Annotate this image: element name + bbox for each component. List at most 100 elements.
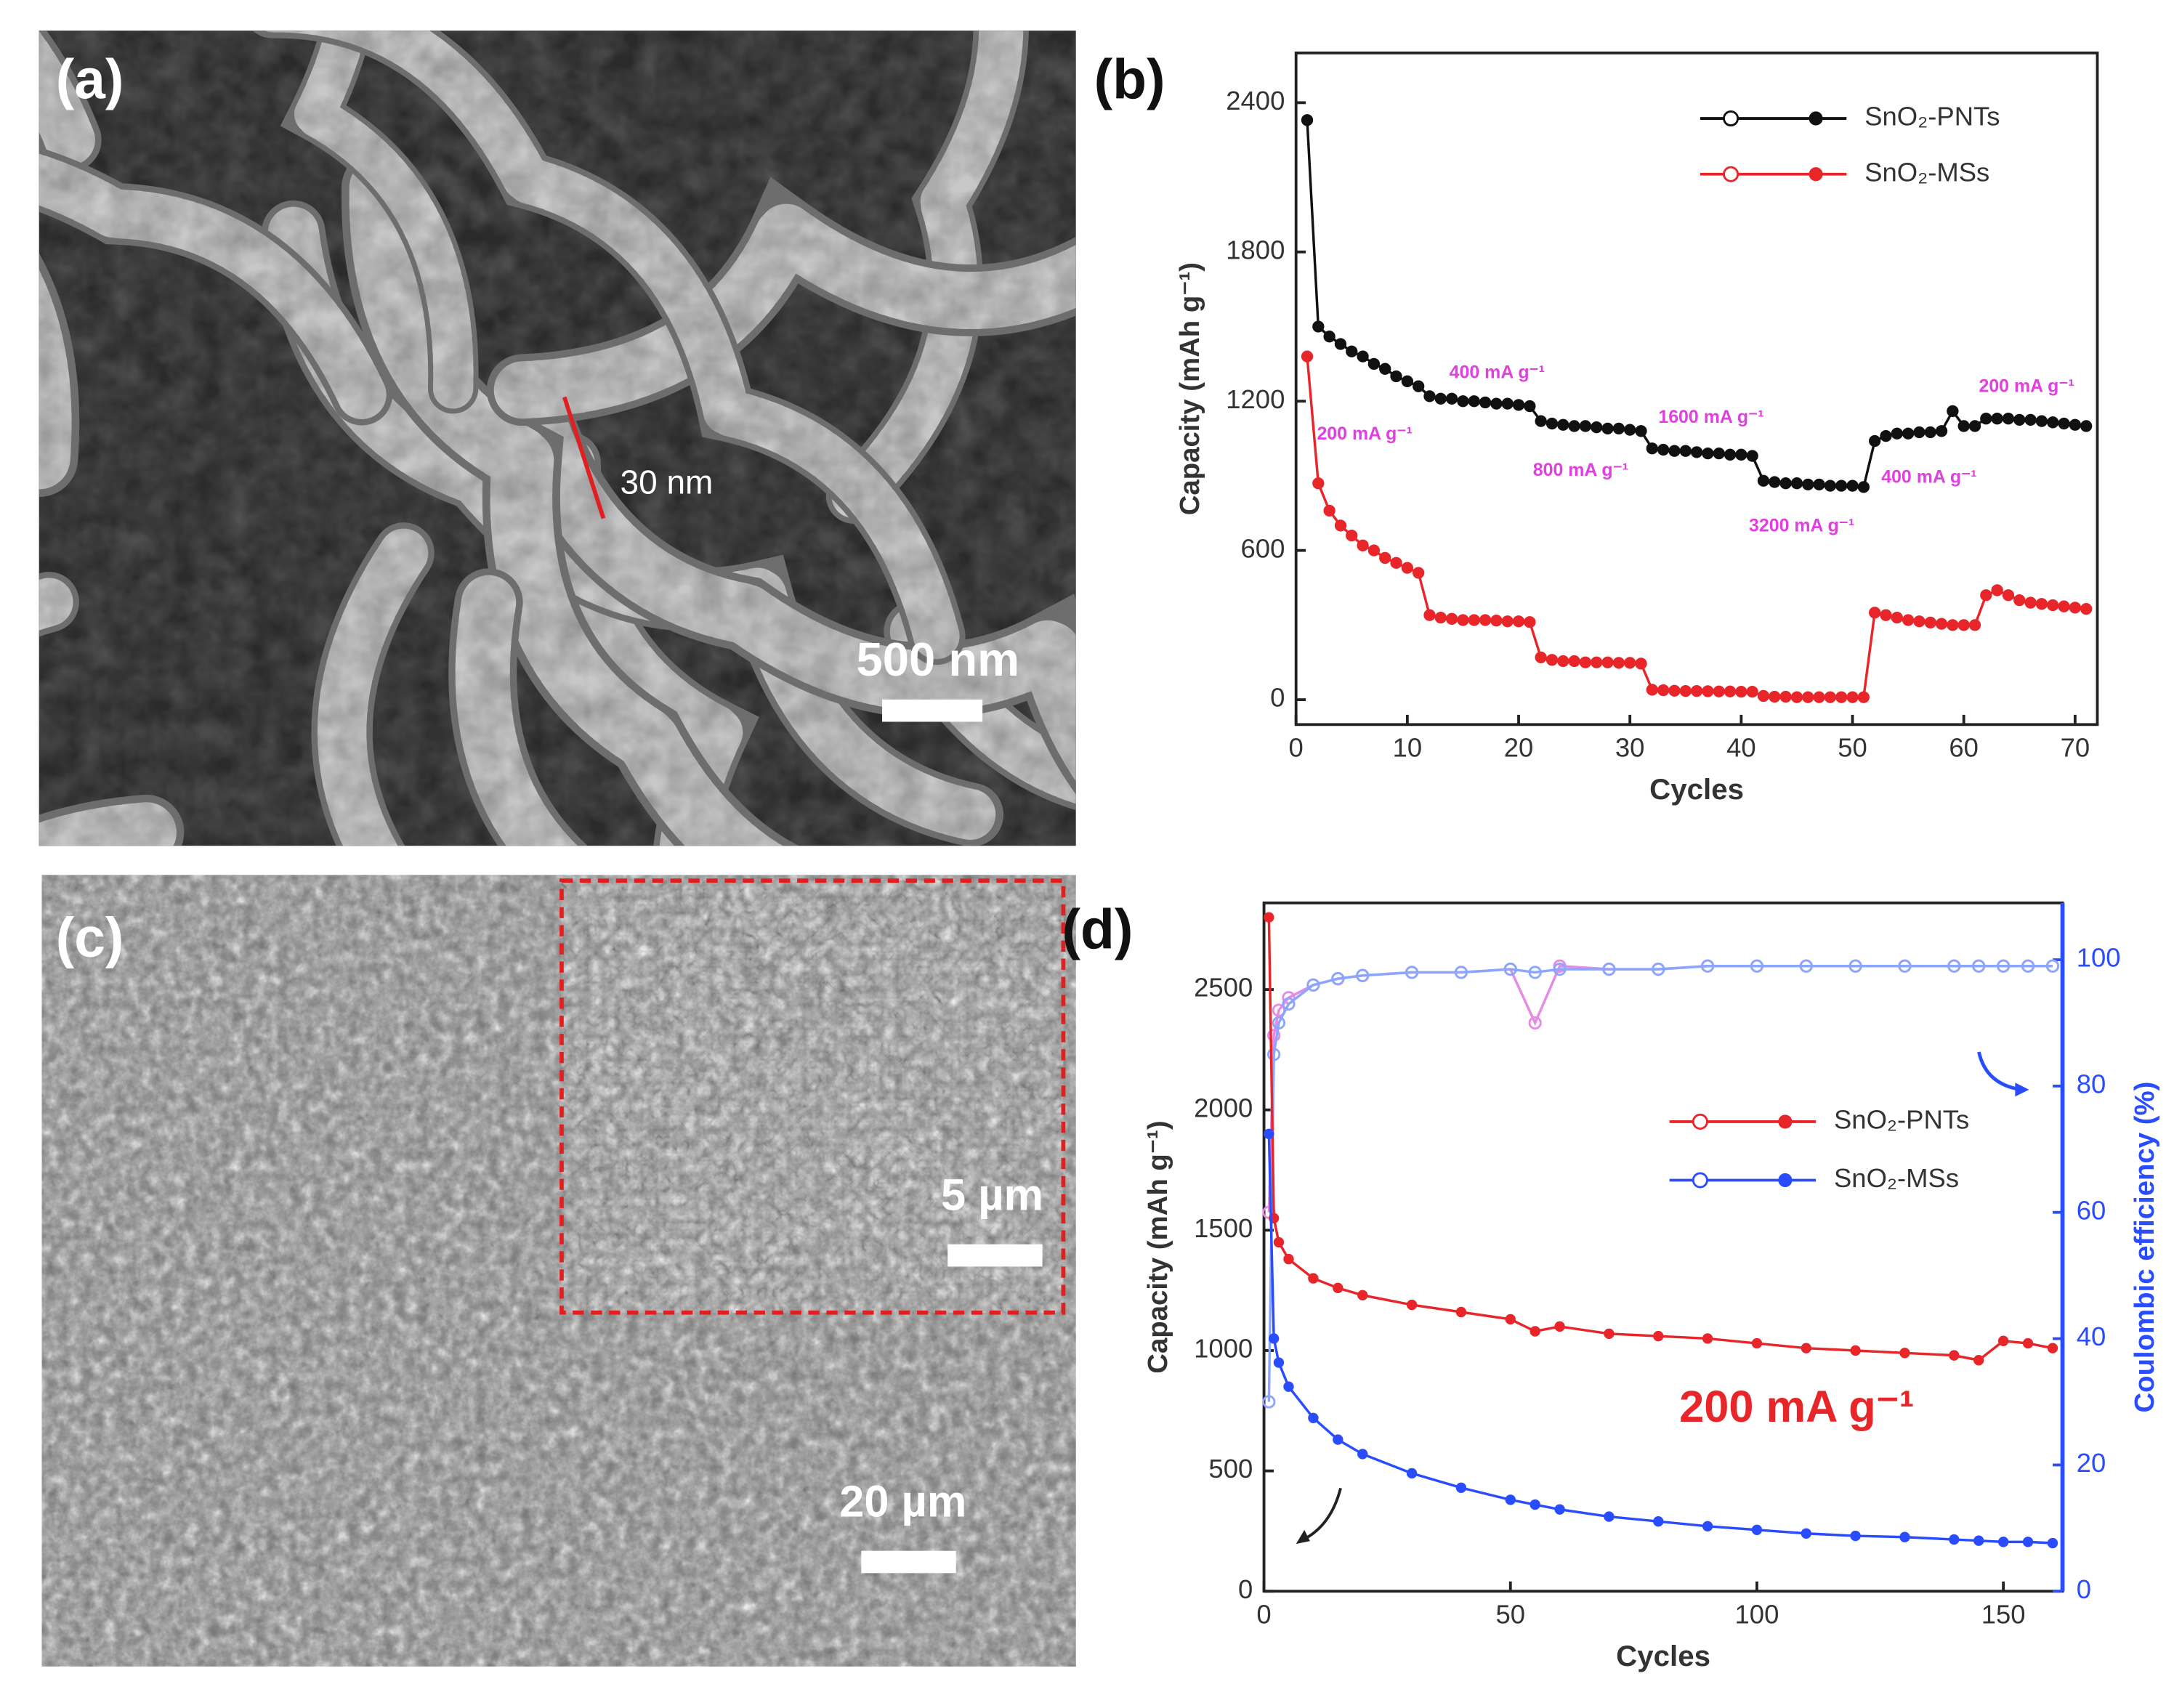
data-point — [1334, 519, 1347, 532]
data-point — [1468, 614, 1480, 626]
data-point — [1679, 445, 1692, 457]
data-point — [1264, 1128, 1274, 1140]
annotation: 200 mA g⁻¹ — [1317, 424, 1412, 444]
fiber-surface — [39, 270, 72, 490]
data-point — [1980, 589, 1992, 602]
data-point — [1323, 504, 1335, 517]
efficiency-point — [1898, 959, 1912, 973]
data-point — [1746, 685, 1758, 698]
data-point — [1579, 656, 1592, 668]
panel-label: (c) — [56, 907, 124, 969]
data-point — [1379, 551, 1391, 564]
data-point — [1468, 395, 1480, 408]
data-point — [1746, 450, 1758, 462]
y-tick-label: 600 — [1241, 533, 1285, 563]
data-point — [1679, 684, 1692, 697]
scale-bar-label: 500 nm — [856, 633, 1019, 686]
data-point — [1869, 607, 1881, 619]
data-point — [1997, 1537, 2009, 1547]
series-line — [1267, 917, 2053, 1362]
data-point — [1591, 656, 1603, 668]
y-tick-label: 2000 — [1194, 1093, 1253, 1122]
data-point — [1624, 424, 1636, 436]
y-tick-label: 0 — [1270, 683, 1285, 713]
data-point — [1273, 1357, 1285, 1368]
efficiency-point — [1454, 966, 1468, 979]
data-point — [1601, 422, 1614, 435]
data-point — [2058, 600, 2070, 612]
annotation: 400 mA g⁻¹ — [1881, 466, 1976, 487]
inset-frame — [559, 878, 1066, 1315]
data-point — [1530, 1499, 1540, 1510]
data-point — [1423, 609, 1436, 621]
arrow-head — [1296, 1529, 1310, 1545]
data-point — [1612, 422, 1625, 435]
data-point — [1545, 417, 1559, 430]
fiber — [39, 253, 80, 497]
data-point — [1283, 1381, 1294, 1392]
data-point — [1557, 418, 1569, 431]
data-point — [1757, 474, 1770, 487]
data-point — [1367, 357, 1381, 371]
efficiency-point — [1272, 1016, 1286, 1030]
x-tick-label: 60 — [1949, 732, 1979, 762]
data-point — [1434, 392, 1447, 405]
annotation: 800 mA g⁻¹ — [1533, 460, 1628, 480]
y-axis-label: Capacity (mAh g⁻¹) — [1174, 262, 1205, 515]
y2-tick-label: 60 — [2077, 1195, 2106, 1225]
data-point — [1346, 529, 1358, 542]
data-point — [1357, 350, 1369, 363]
panel-label: (b) — [1094, 49, 1165, 110]
x-tick-label: 20 — [1504, 732, 1534, 762]
legend-label: SnO₂-MSs — [1864, 157, 1989, 187]
data-point — [2069, 602, 2082, 614]
data-point — [2080, 420, 2093, 432]
data-point — [1813, 478, 1825, 491]
data-point — [1751, 1524, 1763, 1535]
y-axis-label: Capacity (mAh g⁻¹) — [1142, 1120, 1173, 1373]
x-axis-label: Cycles — [1649, 773, 1744, 806]
data-point — [1724, 448, 1737, 461]
data-point — [1512, 615, 1525, 628]
scale-bar — [947, 1244, 1043, 1267]
data-point — [1390, 556, 1402, 569]
data-point — [1545, 654, 1559, 666]
data-point — [1501, 397, 1514, 410]
y-tick-label: 0 — [1238, 1574, 1253, 1604]
scale-bar-label: 20 µm — [839, 1477, 966, 1527]
data-point — [1457, 395, 1469, 408]
data-point — [2069, 418, 2082, 431]
data-point — [1554, 1321, 1565, 1332]
legend-marker — [1692, 1113, 1708, 1130]
data-point — [1846, 479, 1859, 492]
y-tick-label: 2400 — [1226, 86, 1285, 116]
data-point — [1813, 691, 1825, 703]
data-point — [1357, 1290, 1368, 1300]
data-point — [1857, 691, 1870, 703]
data-point — [1455, 1482, 1467, 1494]
efficiency-point — [1972, 959, 1986, 973]
data-point — [1423, 390, 1436, 402]
data-point — [1690, 684, 1703, 697]
arrow-head — [2015, 1082, 2029, 1097]
data-point — [1635, 657, 1647, 670]
scale-bar — [861, 1550, 956, 1574]
efficiency-point — [1267, 1029, 1281, 1043]
data-point — [1790, 477, 1803, 490]
efficiency-point — [1356, 968, 1370, 982]
data-point — [1657, 684, 1670, 697]
data-point — [1490, 397, 1503, 410]
legend-marker — [1809, 167, 1823, 182]
legend-marker — [1809, 111, 1823, 126]
y2-tick-label: 40 — [2077, 1322, 2106, 1351]
x-tick-label: 70 — [2061, 732, 2090, 762]
data-point — [2047, 1343, 2058, 1353]
data-point — [1899, 1531, 1910, 1542]
data-point — [1413, 567, 1425, 579]
data-point — [1824, 691, 1837, 703]
x-tick-label: 100 — [1735, 1599, 1779, 1629]
data-point — [1702, 447, 1714, 460]
y-tick-label: 1800 — [1226, 235, 1285, 264]
data-point — [1713, 447, 1725, 460]
data-point — [1406, 1299, 1418, 1311]
